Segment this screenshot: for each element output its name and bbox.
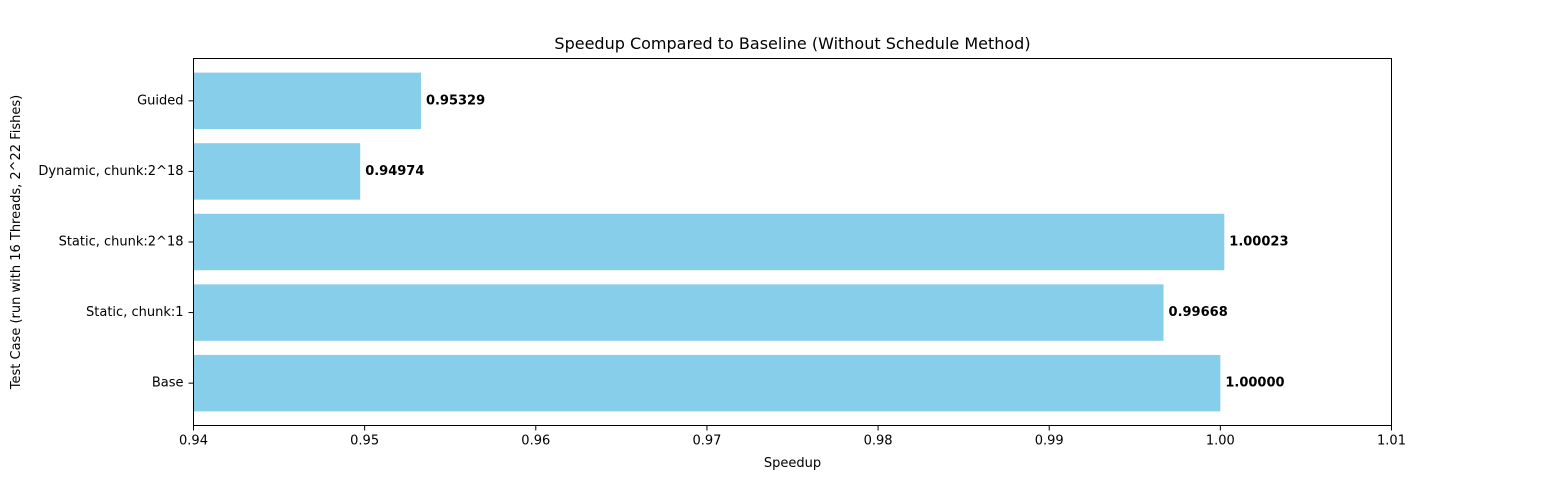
x-tick-label-1-01: 1.01: [1377, 434, 1406, 449]
chart-title: Speedup Compared to Baseline (Without Sc…: [554, 34, 1030, 53]
plot-area-frame: [193, 58, 1392, 426]
value-label-base: 1.00000: [1225, 376, 1284, 391]
x-tick-label-0-97: 0.97: [692, 434, 721, 449]
x-tick-label-0-94: 0.94: [179, 434, 208, 449]
bar-guided: [193, 72, 421, 130]
bar-dynamic-chunk-2-18: [193, 143, 361, 200]
x-tick-label-0-95: 0.95: [350, 434, 379, 449]
ticks-layer: Base Static, chunk:1 Static, chunk:2^18 Dyn…: [38, 93, 1406, 448]
x-tick-label-1-00: 1.00: [1206, 434, 1235, 449]
y-tick-label-static-chunk-2-18: Static, chunk:2^18: [59, 235, 184, 250]
x-axis-label: Speedup: [764, 456, 821, 471]
y-tick-label-dynamic-chunk-2-18: Dynamic, chunk:2^18: [38, 164, 183, 179]
value-label-static-chunk-2-18: 1.00023: [1229, 235, 1288, 250]
y-tick-label-static-chunk-1: Static, chunk:1: [86, 305, 183, 320]
bars-layer: [193, 72, 1225, 412]
bar-static-chunk-2-18: [193, 213, 1225, 271]
bar-base: [193, 354, 1221, 412]
value-label-guided: 0.95329: [426, 93, 485, 108]
y-axis-label: Test Case (run with 16 Threads, 2^22 Fis…: [9, 95, 24, 390]
value-label-dynamic-chunk-2-18: 0.94974: [365, 164, 424, 179]
value-label-static-chunk-1: 0.99668: [1169, 305, 1228, 320]
labels-layer: 1.00000 0.99668 1.00023 0.94974 0.95329: [365, 93, 1288, 390]
x-tick-label-0-98: 0.98: [864, 434, 893, 449]
y-tick-label-guided: Guided: [137, 93, 183, 108]
bar-static-chunk-1: [193, 284, 1164, 341]
x-tick-label-0-96: 0.96: [521, 434, 550, 449]
x-tick-label-0-99: 0.99: [1035, 434, 1064, 449]
y-tick-label-base: Base: [152, 376, 184, 391]
